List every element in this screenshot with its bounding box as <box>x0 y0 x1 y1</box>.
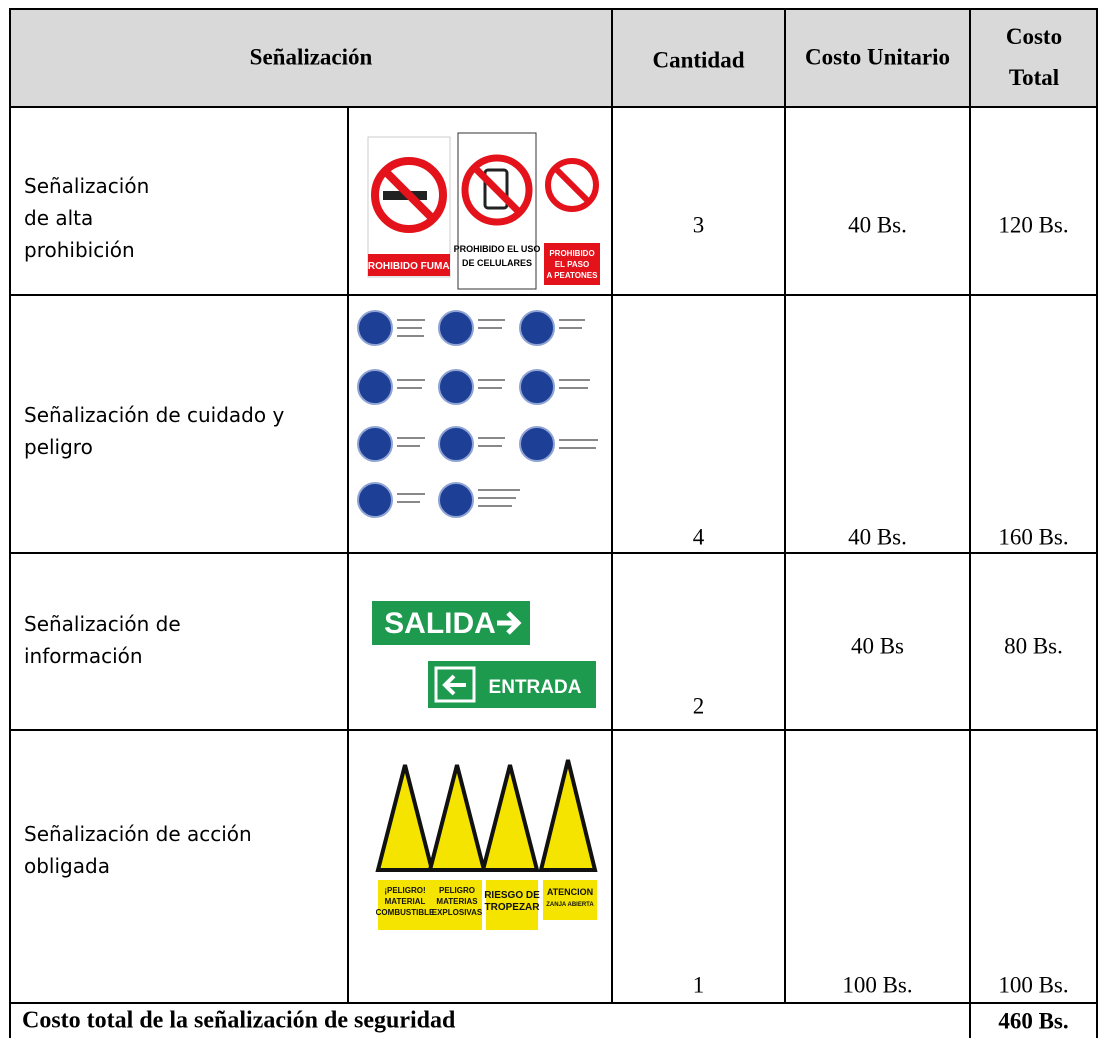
border <box>10 106 1098 108</box>
border <box>784 8 786 1003</box>
row-label: Señalización de información <box>24 612 181 668</box>
quantity: 4 <box>692 524 705 550</box>
sign-text: DE CELULARES <box>462 258 532 268</box>
sign-text: PELIGRO <box>439 886 475 895</box>
sign-text: SALIDA <box>384 607 496 640</box>
sign-text: EXPLOSIVAS <box>432 908 483 917</box>
warning-triangles <box>375 759 598 872</box>
row-label: Señalización de acción obligada <box>24 822 252 878</box>
sign-icon <box>461 154 533 226</box>
sign-text: PROHIBIDO EL USO <box>454 244 541 254</box>
sign-text: ENTRADA <box>489 677 582 698</box>
sign-text: PROHIBIDO FUMAR <box>361 261 457 272</box>
header-bg <box>10 8 1097 107</box>
sign-band <box>544 243 600 285</box>
total-cost: 120 Bs. <box>998 212 1069 238</box>
sign-icon <box>434 666 476 703</box>
total-cost: 80 Bs. <box>1004 633 1063 659</box>
sign-text: ATENCION <box>547 887 593 897</box>
sign-text: ZANJA ABIERTA <box>546 902 594 908</box>
sign-text: PROHIBIDO <box>549 249 594 258</box>
border <box>9 8 11 1038</box>
ppe-grid <box>357 310 598 518</box>
quantity: 3 <box>692 212 705 238</box>
unit-cost: 100 Bs. <box>842 972 913 998</box>
sign-text: MATERIAL <box>385 897 426 906</box>
header-cell: Señalización <box>249 44 373 70</box>
header-cell: Costo Unitario <box>804 44 951 70</box>
unit-cost: 40 Bs. <box>848 212 907 238</box>
row-label: Señalización de cuidado y peligro <box>24 403 285 459</box>
border <box>10 1002 1098 1004</box>
sign-text: A PEATONES <box>547 271 599 280</box>
border <box>347 107 349 1003</box>
sign-icon <box>483 168 509 210</box>
unit-cost: 40 Bs <box>850 633 905 659</box>
sign-text: ¡PELIGRO! <box>384 886 425 895</box>
border <box>10 8 1098 10</box>
border <box>1096 8 1098 1038</box>
sign-text: EL PASO <box>555 260 589 269</box>
row-label: Señalización de alta prohibición <box>24 174 150 262</box>
sign-icon <box>442 674 466 696</box>
border <box>10 729 1098 731</box>
quantity: 2 <box>692 693 705 719</box>
quantity: 1 <box>692 972 705 998</box>
footer-label: Costo total de la señalización de seguri… <box>22 1007 456 1034</box>
header-cell: Cantidad <box>652 47 745 73</box>
total-cost: 160 Bs. <box>998 524 1069 550</box>
sign-icon <box>371 157 447 233</box>
sign-icon <box>382 168 436 222</box>
sign-icon <box>472 165 522 215</box>
border <box>10 294 1098 296</box>
sign-text: MATERIAS <box>436 897 478 906</box>
total-cost: 100 Bs. <box>998 972 1069 998</box>
sign-text: TROPEZAR <box>485 902 541 913</box>
sign-icon <box>545 158 599 212</box>
border <box>10 552 1098 554</box>
unit-cost: 40 Bs. <box>848 524 907 550</box>
warning-labels <box>378 880 597 930</box>
border <box>969 8 971 1038</box>
header-cell: Costo Total <box>1005 24 1063 90</box>
sign-band <box>368 254 450 276</box>
footer-value: 460 Bs. <box>998 1008 1069 1034</box>
sign-text: COMBUSTIBLE <box>376 908 435 917</box>
sign-icon <box>497 611 522 635</box>
sign-icon <box>552 165 592 205</box>
sign-text: RIESGO DE <box>484 890 540 901</box>
border <box>611 8 613 1003</box>
